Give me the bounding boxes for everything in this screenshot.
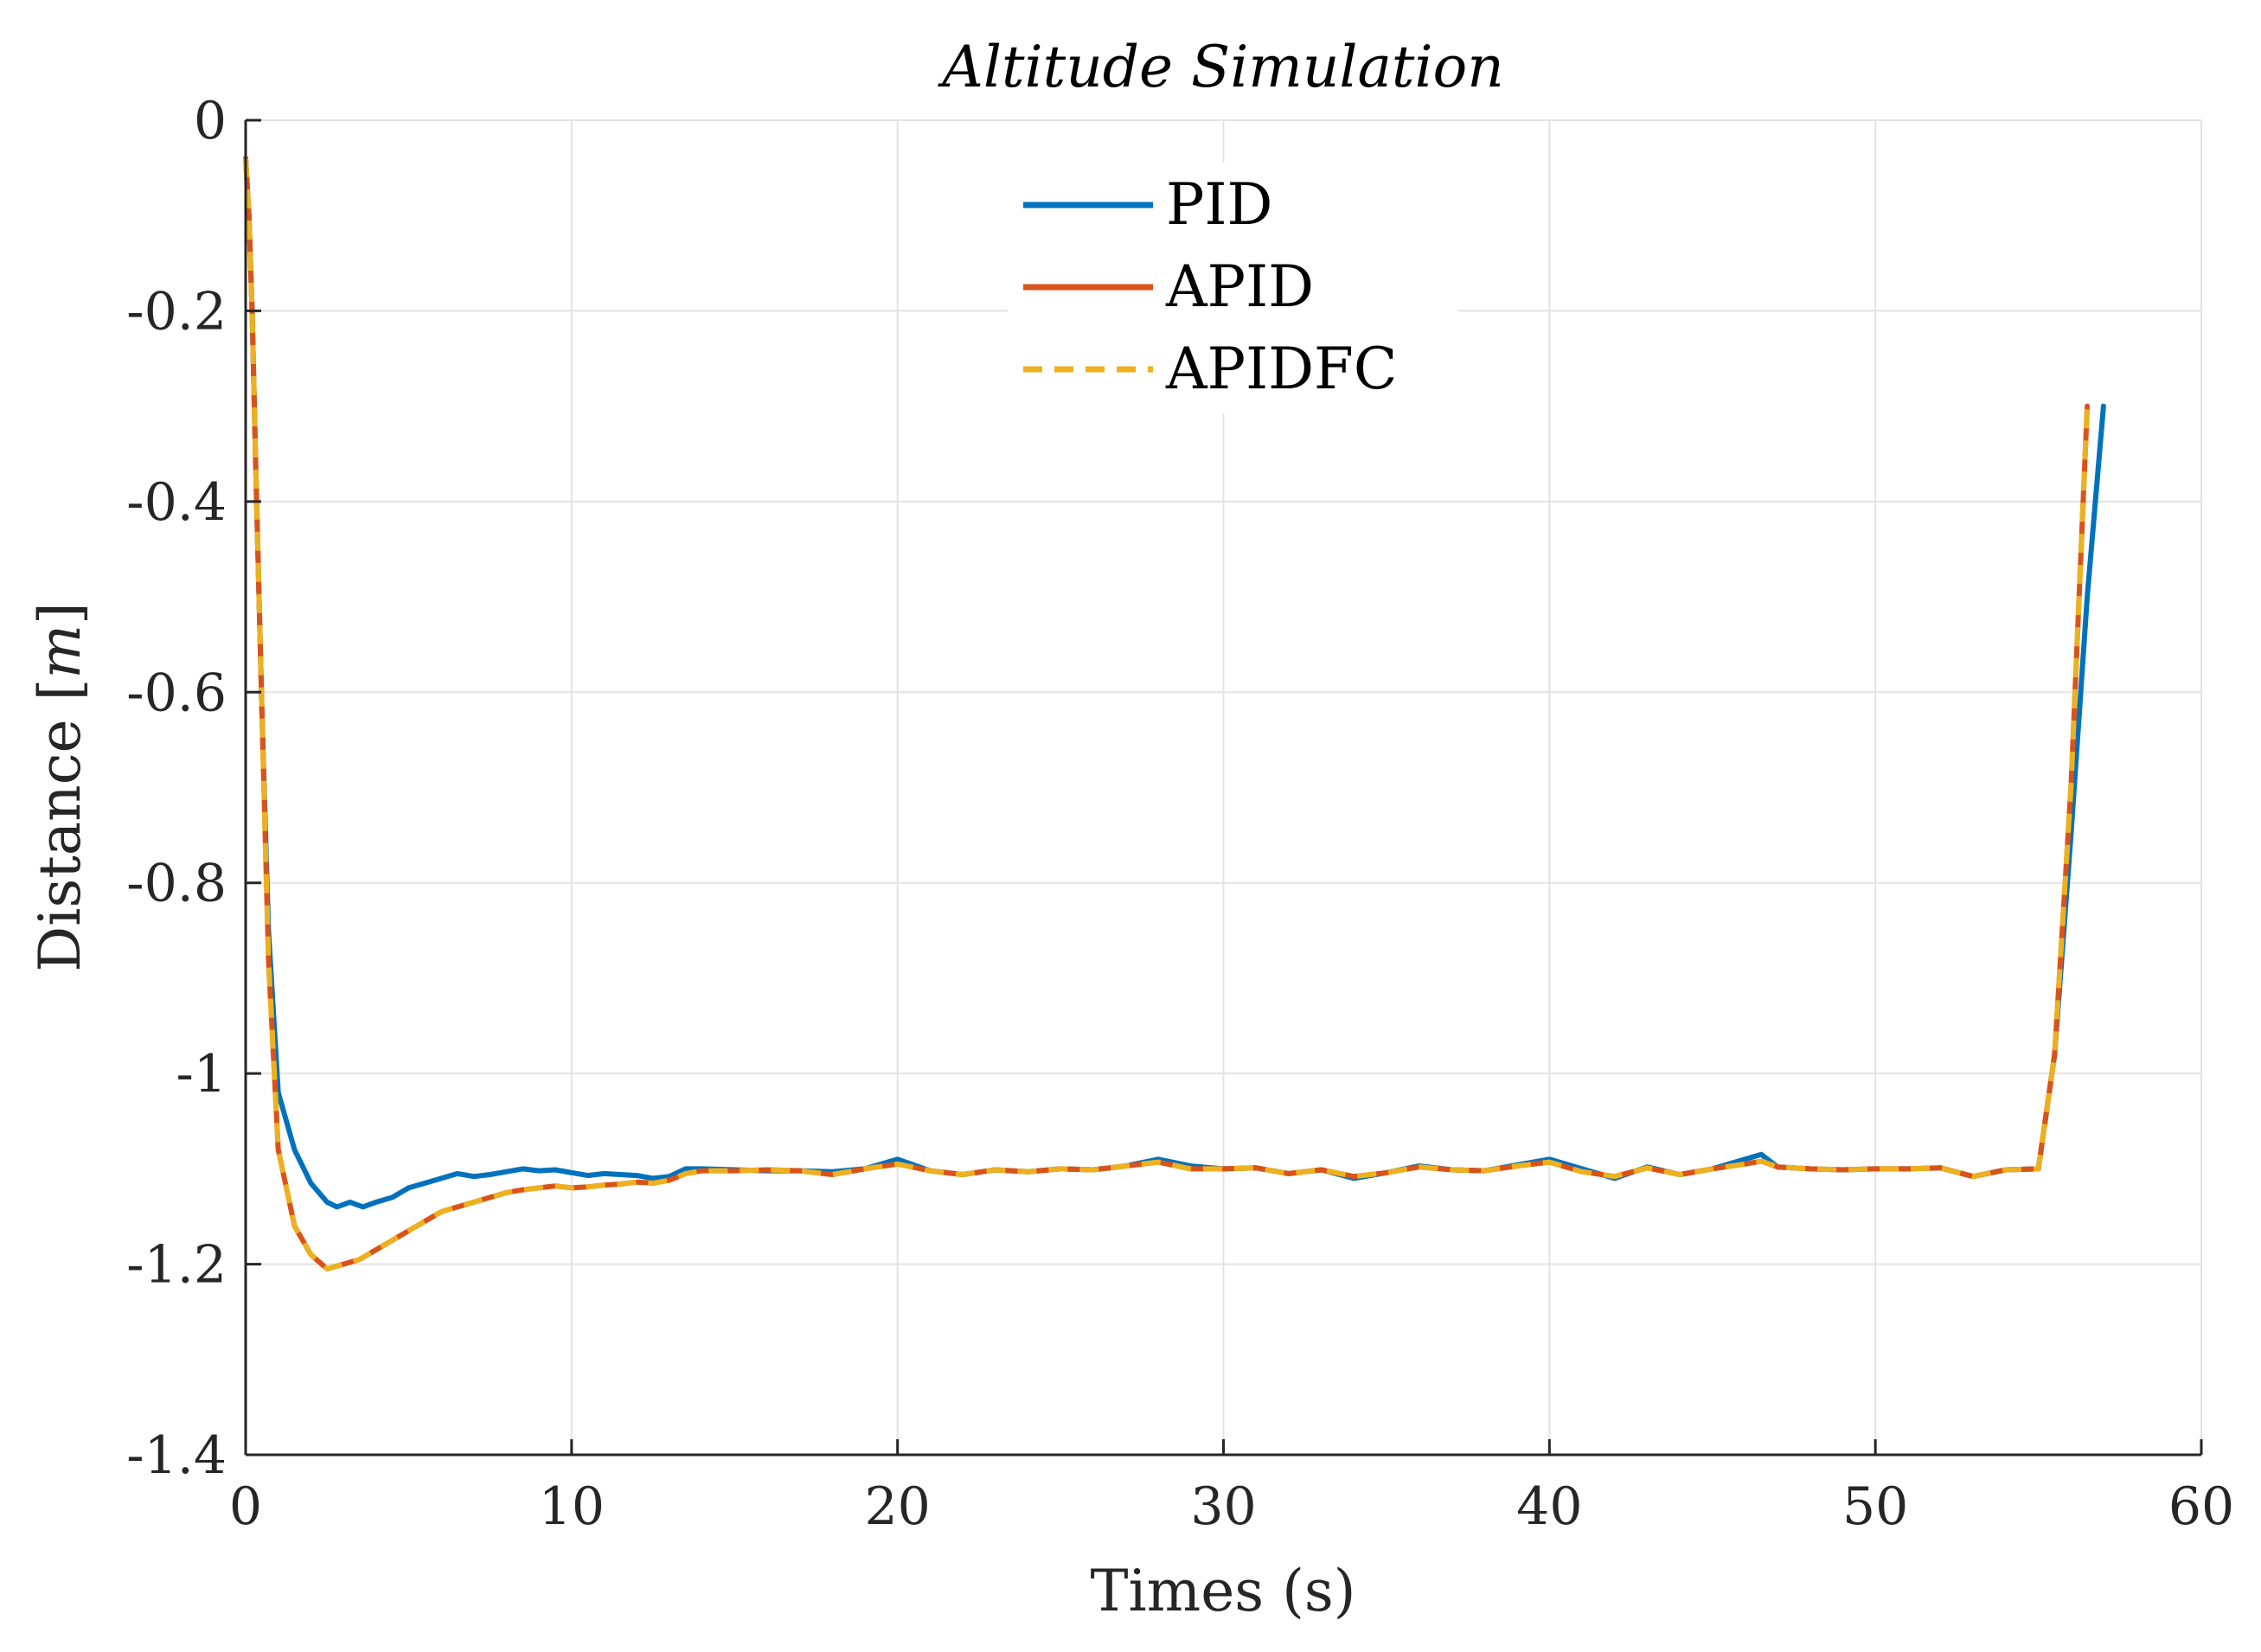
legend-label-apidfc: APIDFC	[1165, 336, 1397, 402]
series-layer	[243, 156, 2106, 1272]
x-axis-label: Times (s)	[1091, 1558, 1356, 1624]
y-tick-label: -0.4	[126, 472, 227, 533]
x-tick-label: 20	[864, 1476, 930, 1537]
y-tick-label: 0	[194, 91, 227, 151]
x-tick-label: 60	[2168, 1476, 2234, 1537]
ticks: 0 10 20 30 40 50 60 0 -0.2 -0.4 -0.6 -0.8 -1 -1.2 -1.4	[126, 91, 2234, 1537]
y-tick-label: -0.2	[126, 281, 227, 342]
y-tick-label: -1.2	[126, 1235, 227, 1296]
y-tick-label: -1	[176, 1044, 227, 1105]
chart-title: Altitude Simulation	[937, 34, 1503, 100]
series-line-apidfc	[243, 157, 2091, 1272]
x-tick-label: 0	[229, 1476, 262, 1537]
y-tick-label: -0.8	[126, 854, 227, 914]
legend-label-apid: APID	[1165, 253, 1314, 320]
y-axis-label-prefix: Distance [	[27, 679, 93, 972]
y-tick-label: -1.4	[126, 1425, 227, 1486]
x-tick-label: 50	[1842, 1476, 1908, 1537]
grid	[245, 119, 2202, 1456]
legend-label-pid: PID	[1166, 171, 1272, 238]
y-tick-label: -0.6	[126, 663, 227, 723]
x-tick-label: 10	[539, 1476, 605, 1537]
x-tick-label: 40	[1516, 1476, 1582, 1537]
legend: PID APID APIDFC	[1008, 163, 1457, 413]
y-axis-label: Distance [m]	[27, 602, 93, 971]
y-axis-label-unit: m	[27, 624, 93, 679]
y-axis-label-suffix: ]	[27, 602, 93, 624]
x-tick-label: 30	[1190, 1476, 1256, 1537]
